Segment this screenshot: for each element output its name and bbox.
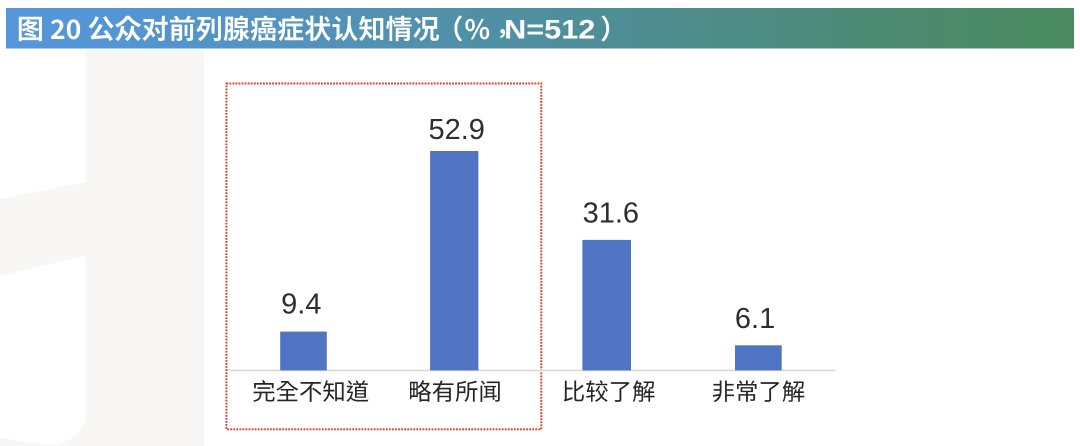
svg-text:N=512: N=512 bbox=[504, 15, 595, 45]
svg-text:31.6: 31.6 bbox=[583, 197, 639, 229]
svg-text:52.9: 52.9 bbox=[428, 114, 484, 146]
svg-text:9.4: 9.4 bbox=[281, 289, 321, 321]
svg-text:6.1: 6.1 bbox=[735, 303, 775, 335]
